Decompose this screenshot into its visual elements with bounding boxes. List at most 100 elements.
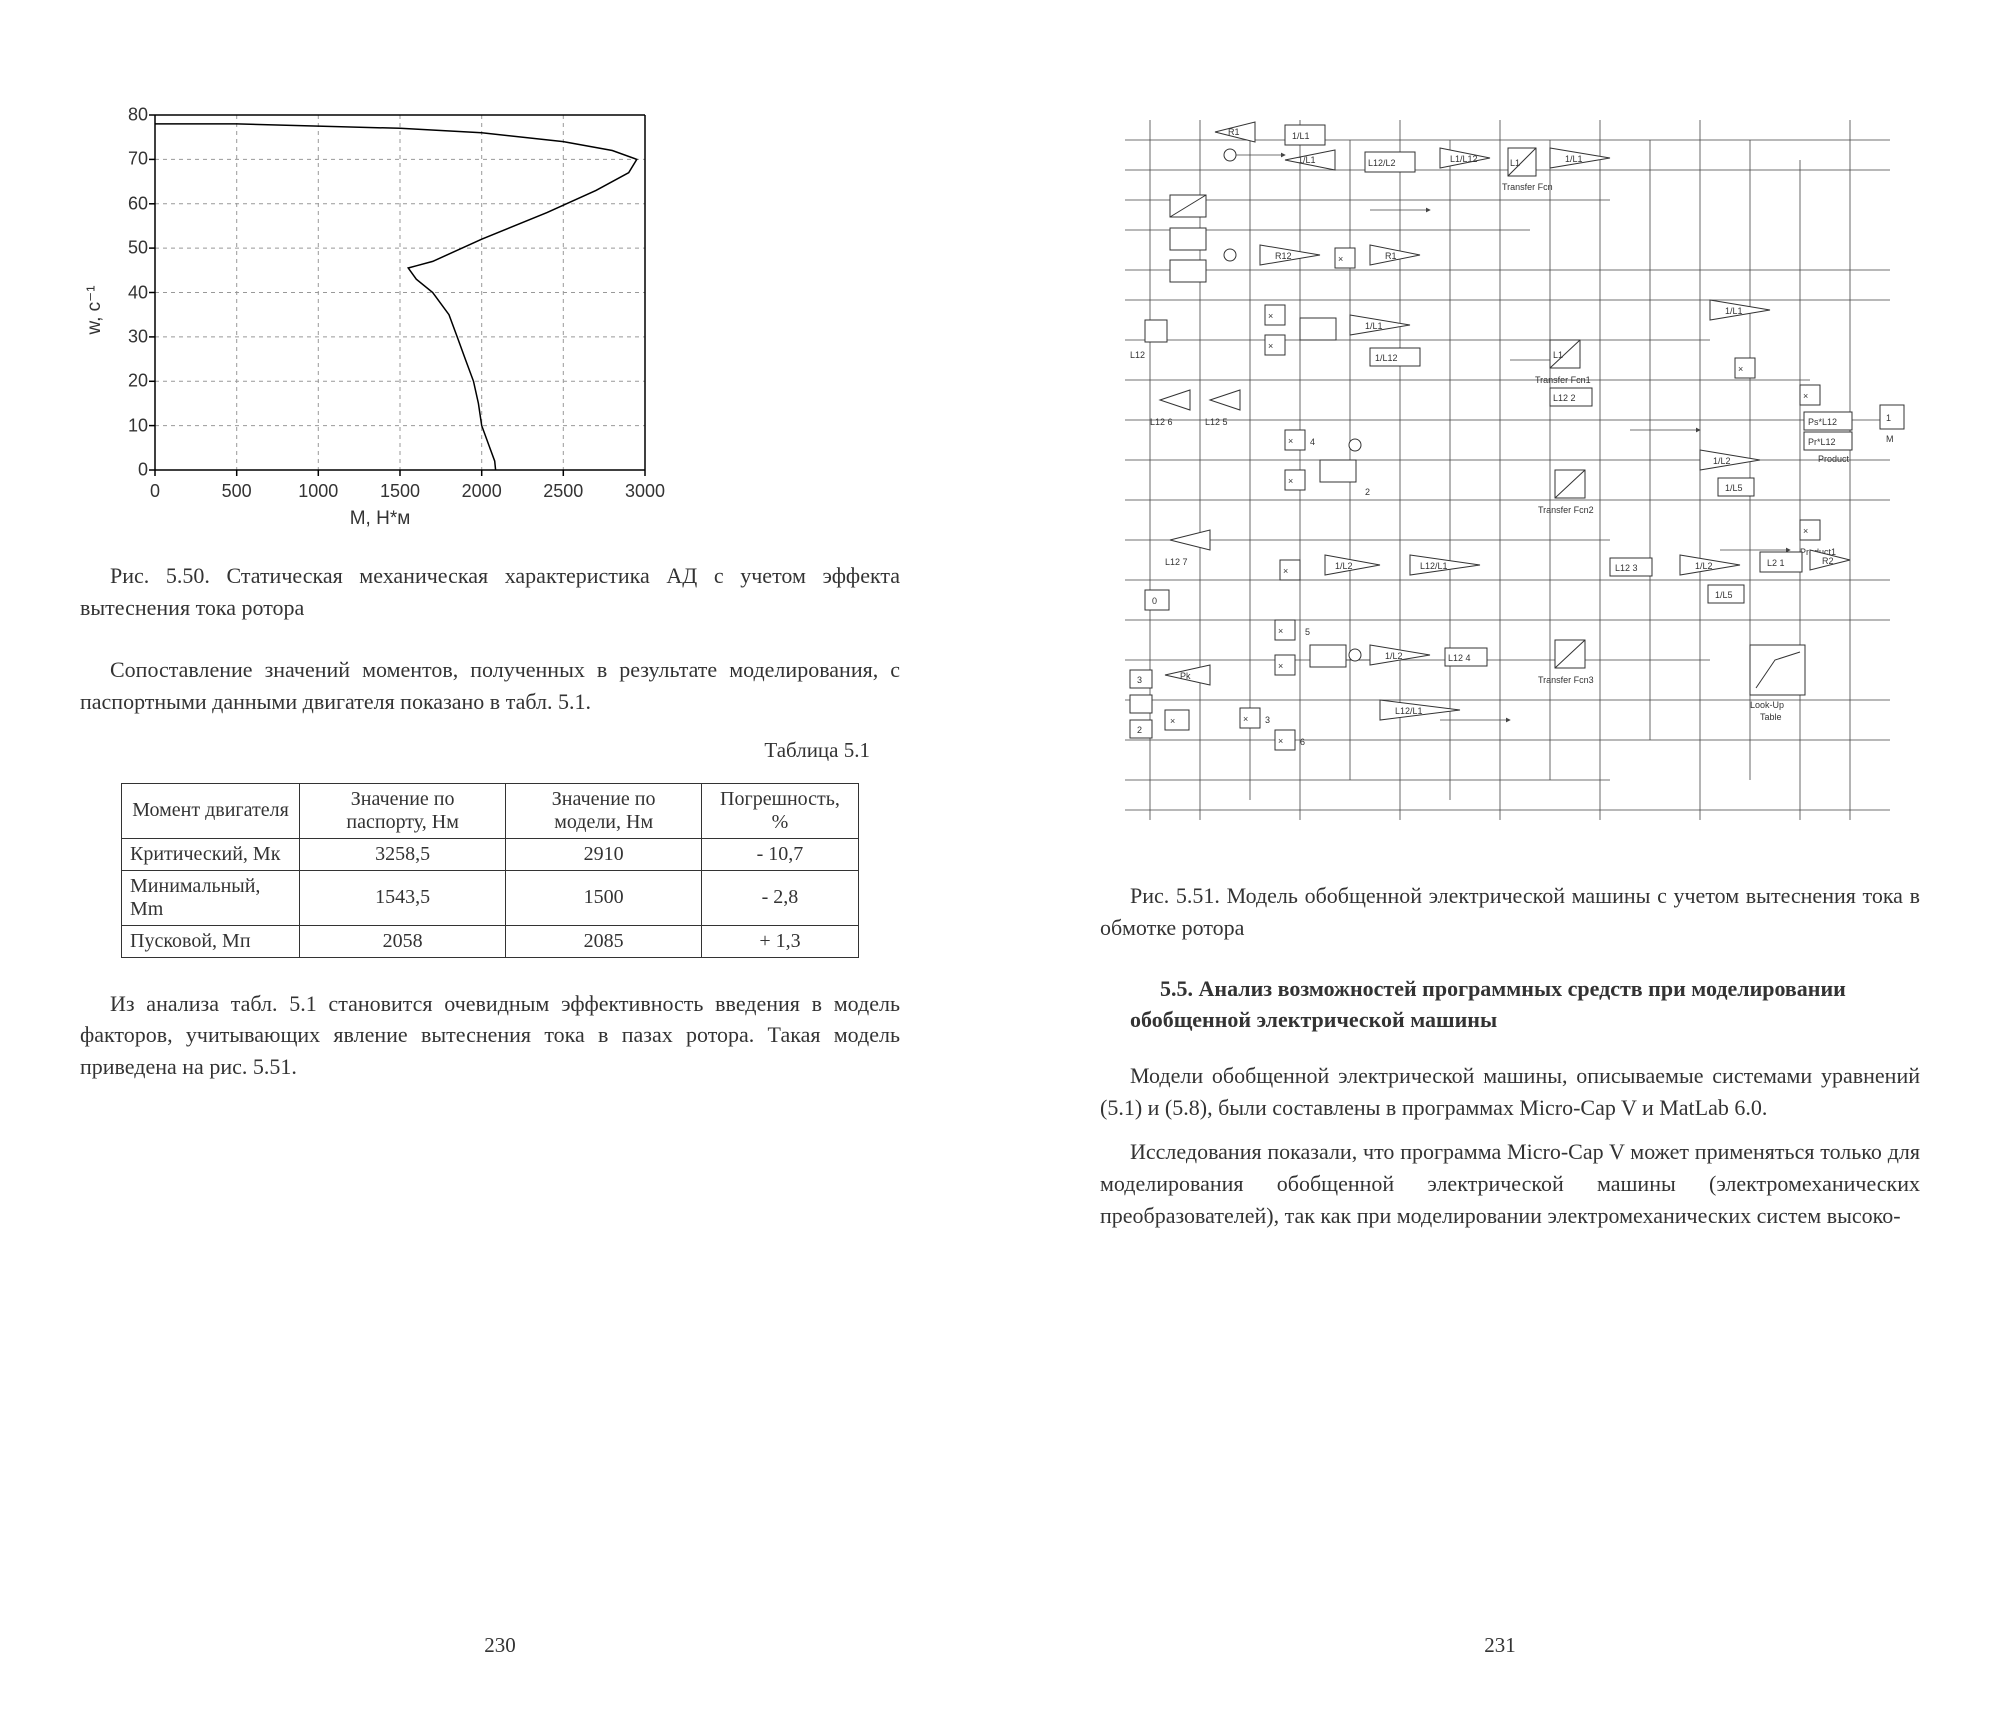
chart-ylabel: w, c⁻¹ — [83, 285, 106, 334]
table-cell: - 2,8 — [701, 870, 858, 925]
svg-text:Pr*L12: Pr*L12 — [1808, 437, 1836, 447]
svg-text:3: 3 — [1265, 715, 1270, 725]
xtick-3000: 3000 — [625, 481, 665, 502]
svg-text:5: 5 — [1305, 627, 1310, 637]
svg-text:×: × — [1170, 716, 1175, 726]
svg-text:4: 4 — [1310, 437, 1315, 447]
svg-text:1: 1 — [1886, 413, 1891, 423]
svg-text:0: 0 — [1152, 596, 1157, 606]
svg-text:L2 1: L2 1 — [1767, 558, 1785, 568]
paragraph-analysis: Из анализа табл. 5.1 становится очевидны… — [80, 988, 900, 1084]
svg-text:Table: Table — [1760, 712, 1782, 722]
table-col-3: Погрешность, % — [701, 783, 858, 838]
svg-text:1/L1: 1/L1 — [1292, 131, 1310, 141]
svg-text:R2: R2 — [1822, 556, 1834, 566]
table-cell: 2058 — [299, 925, 505, 957]
caption-fig-551: Рис. 5.51. Модель обобщенной электрическ… — [1100, 880, 1920, 944]
table-51: Момент двигателя Значение по паспорту, Н… — [121, 783, 859, 958]
table-cell: 2085 — [506, 925, 702, 957]
paragraph-compare: Сопоставление значений моментов, получен… — [80, 654, 900, 718]
caption-fig-550: Рис. 5.50. Статическая механическая хара… — [80, 560, 900, 624]
svg-text:L1/L12: L1/L12 — [1450, 154, 1478, 164]
table-header-row: Момент двигателя Значение по паспорту, Н… — [122, 783, 859, 838]
xtick-2500: 2500 — [543, 481, 583, 502]
svg-text:L12/L1: L12/L1 — [1420, 561, 1448, 571]
svg-text:1/L5: 1/L5 — [1715, 590, 1733, 600]
svg-text:×: × — [1278, 661, 1283, 671]
svg-text:×: × — [1803, 391, 1808, 401]
svg-text:Product: Product — [1818, 454, 1850, 464]
svg-text:L12 5: L12 5 — [1205, 417, 1228, 427]
chart-xlabel: М, Н*м — [350, 508, 411, 530]
svg-text:L1: L1 — [1553, 350, 1563, 360]
table-cell: 1500 — [506, 870, 702, 925]
xtick-1000: 1000 — [298, 481, 338, 502]
svg-text:R12: R12 — [1275, 251, 1292, 261]
svg-text:×: × — [1278, 626, 1283, 636]
svg-text:×: × — [1288, 436, 1293, 446]
chart-svg — [100, 100, 660, 520]
table-row: Минимальный, Мm 1543,5 1500 - 2,8 — [122, 870, 859, 925]
ytick-70: 70 — [118, 149, 148, 170]
svg-text:1/L12: 1/L12 — [1375, 353, 1398, 363]
svg-text:6: 6 — [1300, 737, 1305, 747]
table-cell: Критический, Мк — [122, 838, 300, 870]
svg-text:L12 7: L12 7 — [1165, 557, 1188, 567]
diagram-551: R1 1/L1 1/L1 L12/L2 L1/L12 L1 1/L1 Trans… — [1110, 100, 1910, 840]
ytick-60: 60 — [118, 193, 148, 214]
page-231: R1 1/L1 1/L1 L12/L2 L1/L12 L1 1/L1 Trans… — [1000, 0, 2000, 1718]
table-cell: 3258,5 — [299, 838, 505, 870]
svg-text:L12 2: L12 2 — [1553, 393, 1576, 403]
svg-text:×: × — [1288, 476, 1293, 486]
svg-text:Transfer Fcn1: Transfer Fcn1 — [1535, 375, 1591, 385]
table-label-51: Таблица 5.1 — [80, 738, 870, 763]
block-diagram-svg: R1 1/L1 1/L1 L12/L2 L1/L12 L1 1/L1 Trans… — [1110, 100, 1910, 840]
page-number-230: 230 — [484, 1633, 516, 1658]
svg-text:×: × — [1243, 714, 1248, 724]
table-cell: - 10,7 — [701, 838, 858, 870]
svg-text:2: 2 — [1137, 725, 1142, 735]
table-cell: Пусковой, Мп — [122, 925, 300, 957]
ytick-50: 50 — [118, 238, 148, 259]
svg-text:1/L1: 1/L1 — [1298, 155, 1316, 165]
paragraph-models: Модели обобщенной электрической машины, … — [1100, 1060, 1920, 1124]
svg-text:1/L2: 1/L2 — [1385, 651, 1403, 661]
ytick-0: 0 — [118, 460, 148, 481]
svg-text:3: 3 — [1137, 675, 1142, 685]
svg-text:1/L1: 1/L1 — [1565, 154, 1583, 164]
svg-text:×: × — [1278, 736, 1283, 746]
ytick-20: 20 — [118, 371, 148, 392]
svg-text:×: × — [1283, 566, 1288, 576]
svg-text:R1: R1 — [1228, 127, 1240, 137]
table-col-2: Значение по модели, Нм — [506, 783, 702, 838]
xtick-500: 500 — [222, 481, 252, 502]
table-row: Пусковой, Мп 2058 2085 + 1,3 — [122, 925, 859, 957]
svg-text:L12 4: L12 4 — [1448, 653, 1471, 663]
table-cell: 1543,5 — [299, 870, 505, 925]
svg-text:L1: L1 — [1510, 158, 1520, 168]
table-col-0: Момент двигателя — [122, 783, 300, 838]
svg-text:Transfer Fcn2: Transfer Fcn2 — [1538, 505, 1594, 515]
page-number-231: 231 — [1484, 1633, 1516, 1658]
svg-text:×: × — [1738, 364, 1743, 374]
svg-text:Transfer Fcn3: Transfer Fcn3 — [1538, 675, 1594, 685]
ytick-10: 10 — [118, 415, 148, 436]
svg-text:Transfer Fcn: Transfer Fcn — [1502, 182, 1553, 192]
svg-text:L12/L2: L12/L2 — [1368, 158, 1396, 168]
svg-text:1/L5: 1/L5 — [1725, 483, 1743, 493]
svg-text:1/L2: 1/L2 — [1695, 561, 1713, 571]
svg-text:R1: R1 — [1385, 251, 1397, 261]
table-cell: 2910 — [506, 838, 702, 870]
xtick-2000: 2000 — [462, 481, 502, 502]
section-heading-55: 5.5. Анализ возможностей программных сре… — [1130, 974, 1890, 1036]
svg-text:L12/L1: L12/L1 — [1395, 706, 1423, 716]
svg-text:Pk: Pk — [1180, 671, 1191, 681]
xtick-0: 0 — [150, 481, 160, 502]
svg-text:1/L1: 1/L1 — [1365, 321, 1383, 331]
svg-text:×: × — [1338, 254, 1343, 264]
paragraph-research: Исследования показали, что программа Mic… — [1100, 1136, 1920, 1232]
ytick-30: 30 — [118, 326, 148, 347]
table-row: Критический, Мк 3258,5 2910 - 10,7 — [122, 838, 859, 870]
ytick-40: 40 — [118, 282, 148, 303]
svg-text:L12: L12 — [1130, 350, 1145, 360]
